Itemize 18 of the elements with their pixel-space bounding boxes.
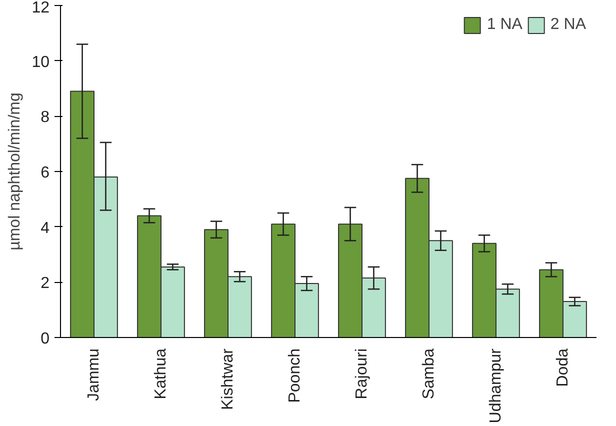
x-tick-label: Poonch [286,348,304,403]
legend-label: 2 NA [550,16,586,34]
y-tick-label: 6 [40,164,50,182]
legend-label: 1 NA [486,16,522,34]
y-tick-label: 2 [40,275,50,292]
x-tick-label: Rajouri [354,348,370,400]
x-tick-label: Kishtwar [220,348,236,410]
x-tick-label: Jammu [86,348,102,401]
y-tick-label: 0 [40,330,50,348]
x-tick-label: Kathua [152,348,170,400]
x-tick-label: Udhampur [488,348,504,424]
x-tick-label: Samba [420,348,438,400]
y-axis-title: µmol naphthol/min/mg [6,92,24,250]
y-tick-label: 8 [40,109,50,126]
y-tick-label: 4 [40,220,50,237]
x-tick-label: Doda [554,348,572,387]
y-tick-label: 12 [32,0,50,16]
y-tick-label: 10 [32,54,50,71]
